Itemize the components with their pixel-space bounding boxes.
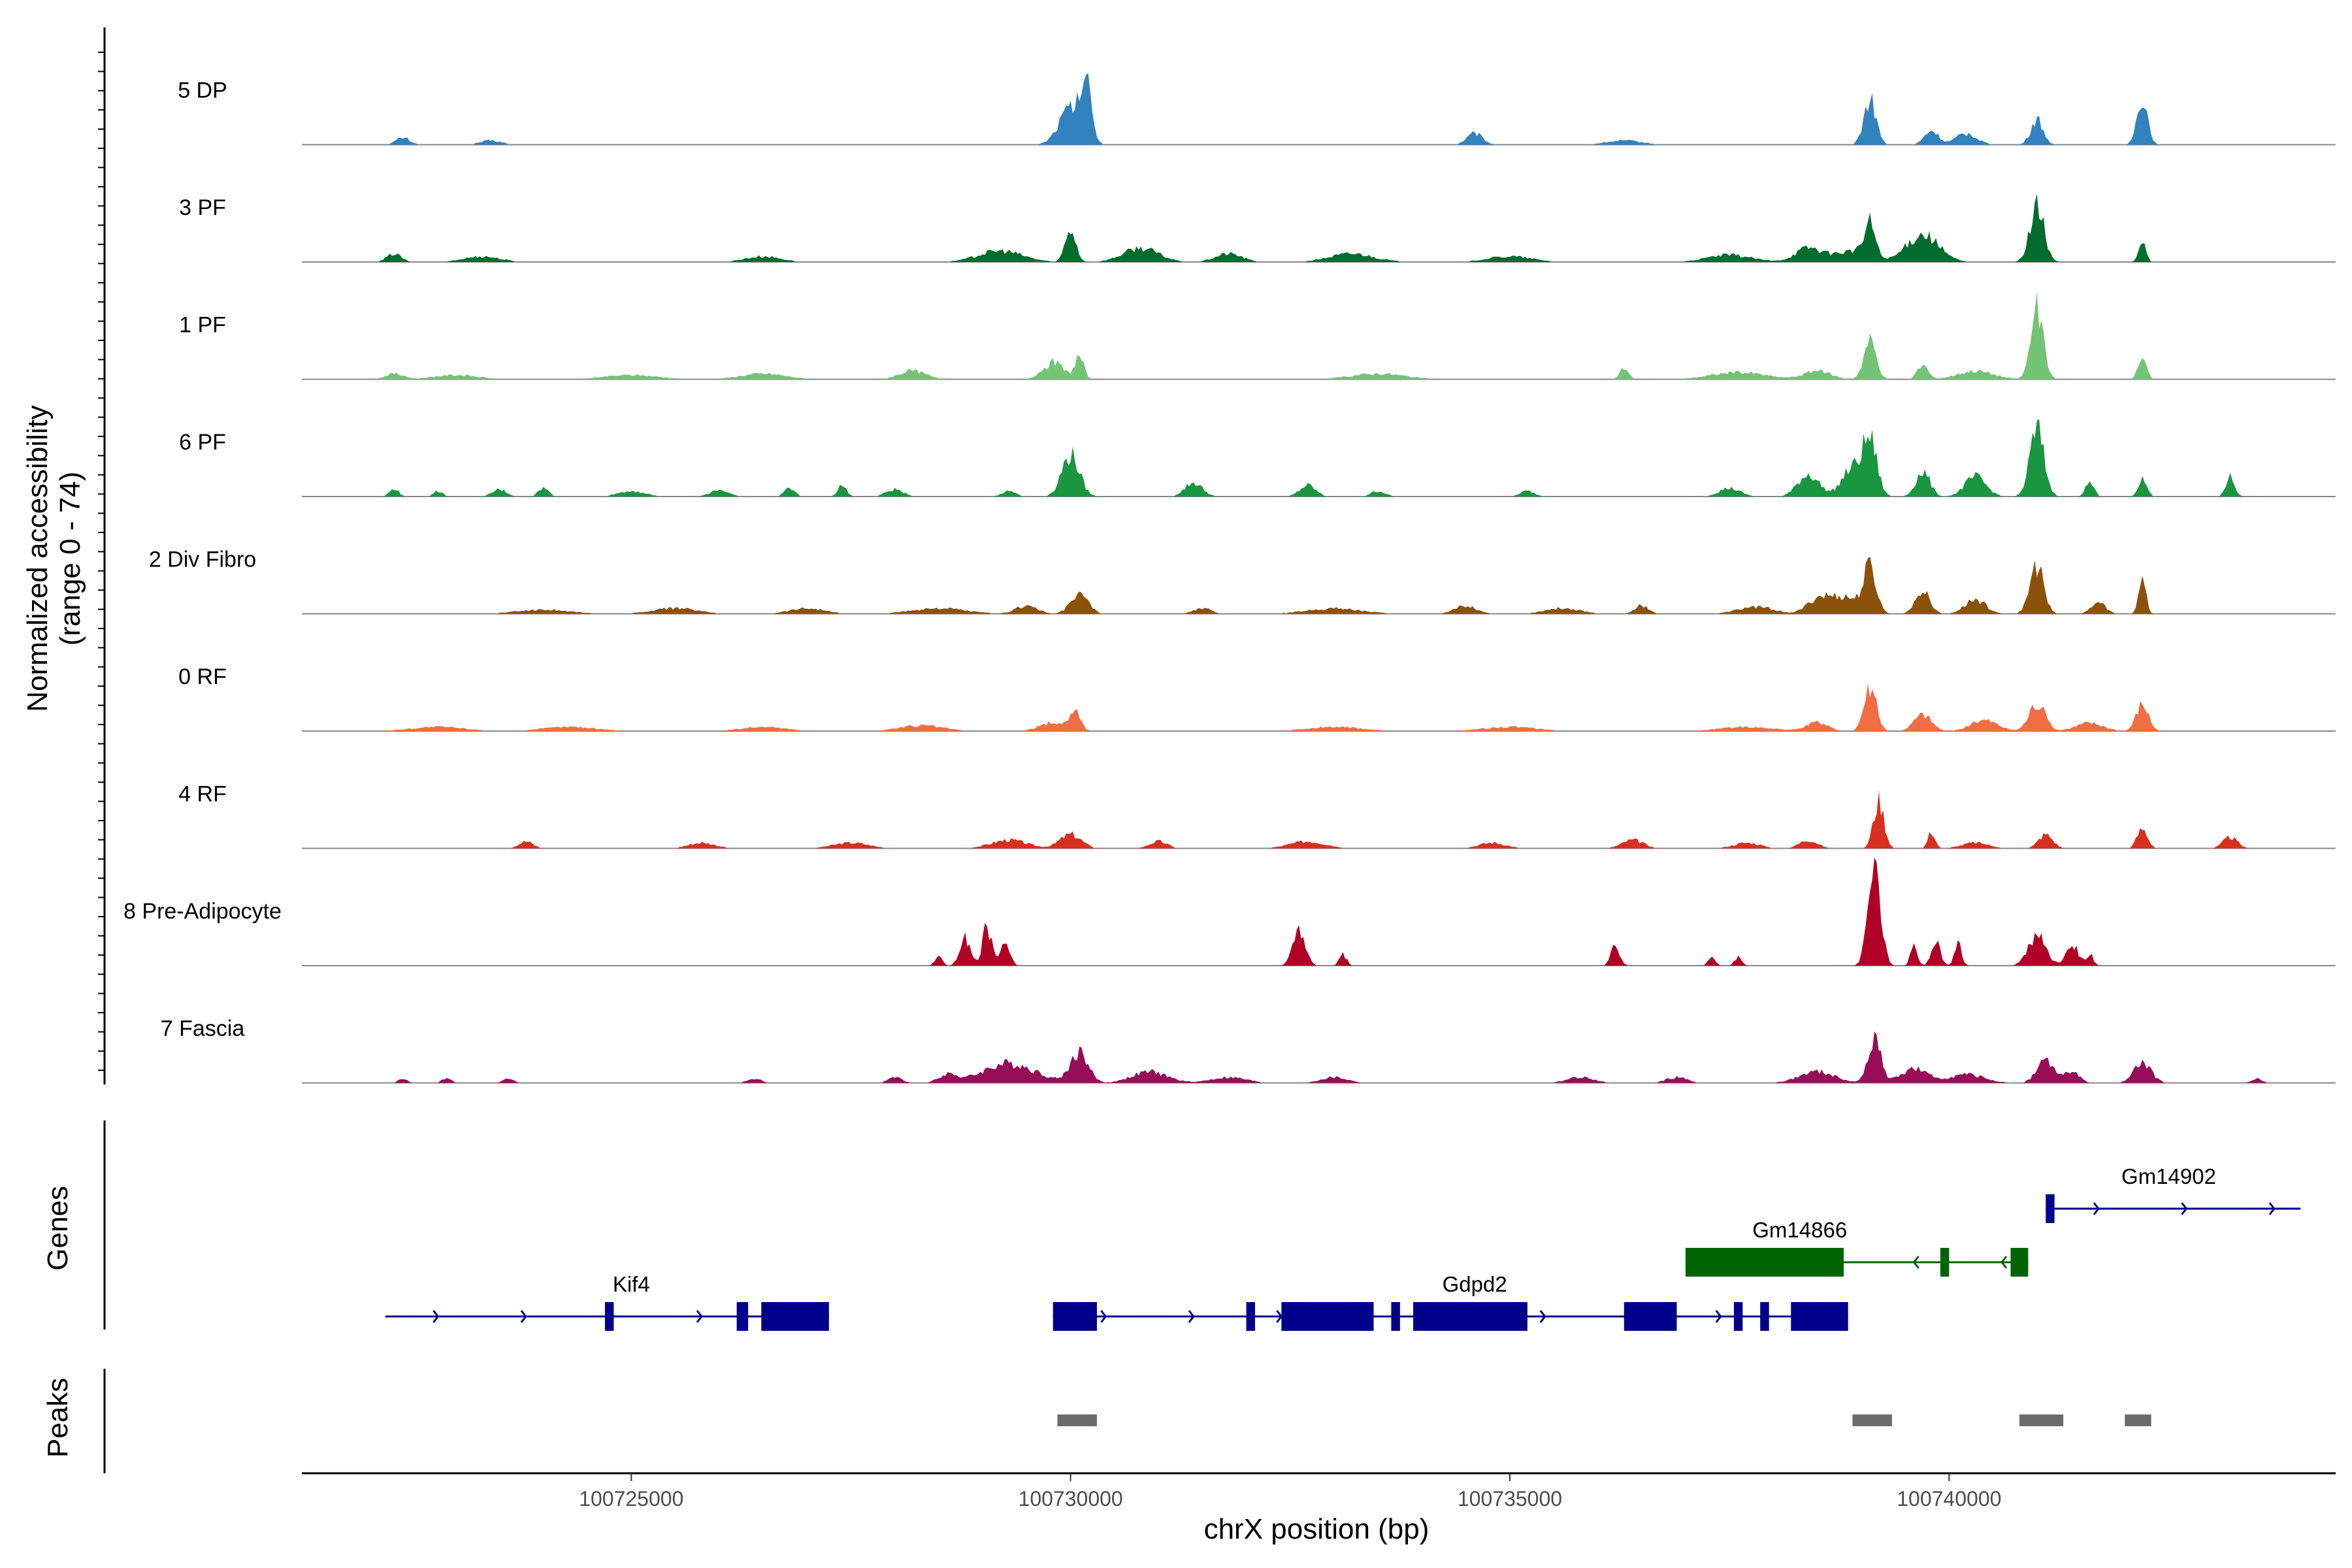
strand-arrow <box>2268 1202 2276 1215</box>
strand-arrow <box>2181 1202 2188 1215</box>
track-7-fascia: 7 Fascia <box>161 1017 2336 1084</box>
coverage-area <box>302 1031 2336 1083</box>
strand-arrow <box>1539 1310 1546 1323</box>
exon <box>1413 1302 1527 1331</box>
coverage-area <box>302 683 2336 731</box>
gene-label: Gdpd2 <box>1443 1272 1507 1296</box>
x-tick-label: 100735000 <box>1458 1487 1562 1511</box>
exon <box>1760 1302 1769 1331</box>
exon <box>1685 1248 1844 1277</box>
x-tick-label: 100740000 <box>1897 1487 2001 1511</box>
track-5-dp: 5 DP <box>178 73 2336 146</box>
x-tick-label: 100725000 <box>579 1487 683 1511</box>
gene-annotation-panel: Kif4 Gdpd2 Gm14866 Gm14902 <box>385 1164 2301 1331</box>
exon <box>1940 1248 1950 1277</box>
peak-region <box>1852 1414 1892 1426</box>
genes-section-label: Genes <box>42 1186 74 1271</box>
x-tick-label: 100730000 <box>1019 1487 1123 1511</box>
track-8-pre-adipocyte: 8 Pre-Adipocyte <box>123 857 2336 966</box>
strand-arrow <box>1912 1256 1919 1269</box>
track-0-rf: 0 RF <box>178 664 2336 732</box>
exon <box>1624 1302 1677 1331</box>
gene-gdpd2: Gdpd2 <box>1053 1272 1848 1331</box>
coverage-area <box>302 73 2336 145</box>
track-label: 8 Pre-Adipocyte <box>123 899 282 924</box>
y-axis-title-line2: (range 0 - 74) <box>54 472 86 646</box>
track-label: 5 DP <box>178 78 227 103</box>
coverage-area <box>302 857 2336 966</box>
strand-arrow <box>520 1310 527 1323</box>
track-1-pf: 1 PF <box>179 291 2336 380</box>
track-label: 3 PF <box>179 195 226 220</box>
peaks-section-label: Peaks <box>42 1378 74 1458</box>
strand-arrow <box>433 1310 440 1323</box>
exon <box>1246 1302 1256 1331</box>
strand-arrow <box>1100 1310 1107 1323</box>
strand-arrow <box>2001 1256 2008 1269</box>
exon <box>2010 1248 2029 1277</box>
coverage-area <box>302 194 2336 262</box>
peak-region <box>2125 1414 2151 1426</box>
track-label: 0 RF <box>178 664 227 689</box>
exon <box>604 1302 614 1331</box>
left-axes <box>98 27 106 1473</box>
gene-gm14866: Gm14866 <box>1685 1218 2029 1277</box>
gene-label: Gm14902 <box>2121 1164 2216 1188</box>
track-label: 1 PF <box>179 313 226 338</box>
peak-region <box>2019 1414 2064 1426</box>
gene-label: Kif4 <box>613 1272 650 1296</box>
exon <box>1733 1302 1743 1331</box>
track-label: 7 Fascia <box>161 1017 245 1041</box>
y-axis-title-line1: Normalized accessibility <box>22 405 54 711</box>
exon <box>2046 1194 2055 1223</box>
track-4-rf: 4 RF <box>178 782 2336 849</box>
exon <box>736 1302 749 1331</box>
track-2-div-fibro: 2 Div Fibro <box>149 547 2336 615</box>
gene-gm14902: Gm14902 <box>2046 1164 2301 1223</box>
coverage-area <box>302 419 2336 497</box>
x-axis-title: chrX position (bp) <box>1204 1513 1429 1545</box>
peak-region <box>1057 1414 1097 1426</box>
strand-arrow <box>1715 1310 1722 1323</box>
gene-label: Gm14866 <box>1752 1218 1847 1242</box>
strand-arrow <box>696 1310 703 1323</box>
track-6-pf: 6 PF <box>179 419 2336 497</box>
strand-arrow <box>1188 1310 1195 1323</box>
track-3-pf: 3 PF <box>179 194 2336 263</box>
x-axis: 100725000 100730000 100735000 100740000 <box>302 1472 2336 1511</box>
track-label: 4 RF <box>178 782 227 807</box>
track-label: 6 PF <box>179 430 226 455</box>
strand-arrow <box>2093 1202 2100 1215</box>
exon <box>1053 1302 1097 1331</box>
gene-kif4: Kif4 <box>385 1272 829 1331</box>
accessibility-tracks: 5 DP 3 PF 1 PF 6 PF 2 Div Fibro 0 RF 4 RF 8 Pre… <box>123 73 2336 1084</box>
exon <box>761 1302 829 1331</box>
coverage-area <box>302 556 2336 614</box>
peak-panel <box>1057 1414 2151 1426</box>
exon <box>1391 1302 1400 1331</box>
exon <box>1791 1302 1848 1331</box>
coverage-area <box>302 291 2336 380</box>
exon <box>1281 1302 1374 1331</box>
track-label: 2 Div Fibro <box>149 547 256 572</box>
coverage-area <box>302 791 2336 849</box>
